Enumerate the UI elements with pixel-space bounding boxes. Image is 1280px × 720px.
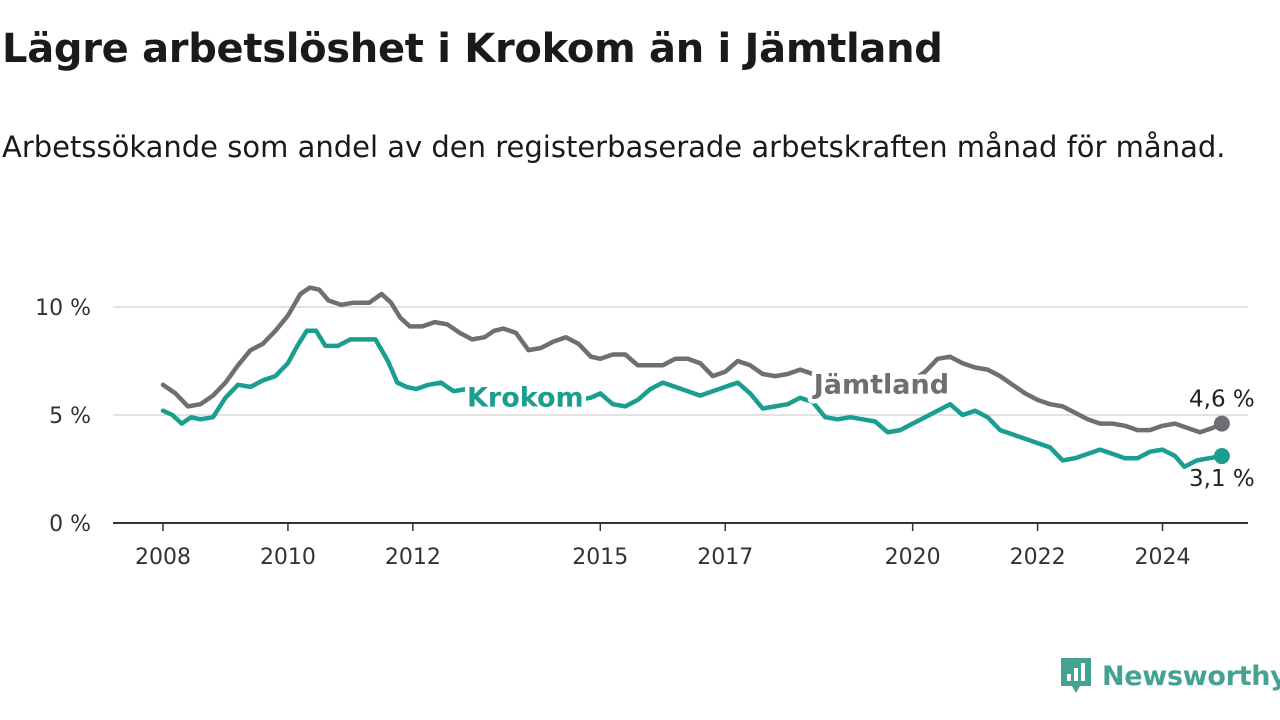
x-tick-label: 2024 [1135,545,1191,570]
newsworthy-logo-icon [1061,658,1091,693]
x-tick-label: 2015 [572,545,628,570]
x-tick-label: 2022 [1010,545,1066,570]
y-tick-label: 5 % [49,404,91,429]
chart-title: Lägre arbetslöshet i Krokom än i Jämtlan… [2,26,943,72]
series-line-krokom [160,328,1225,470]
x-tick-label: 2010 [260,545,316,570]
end-value-label-jamtland: 4,6 % [1189,387,1255,413]
end-value-label-krokom: 3,1 % [1189,466,1255,492]
x-tick-label: 2008 [135,545,191,570]
series-line-jmtland [160,285,1225,435]
series-label-krokom: Krokom [467,382,584,413]
series-label-jmtland: Jämtland [812,370,949,401]
chart-subtitle: Arbetssökande som andel av den registerb… [2,130,1226,164]
brand-logo: Newsworthy [1058,654,1280,698]
series-end-point-krokom [1213,448,1230,465]
chart-labels: Jämtland Krokom 4,6 % 3,1 % [462,365,1257,495]
y-tick-label: 10 % [35,296,91,321]
series-end-point-jmtland [1213,415,1230,432]
x-tick-label: 2012 [385,545,441,570]
y-tick-label: 0 % [49,512,91,537]
brand-name: Newsworthy [1102,660,1280,692]
gridlines: 0 % 5 % 10 % [35,296,1248,537]
x-tick-label: 2017 [697,545,753,570]
series-lines [160,285,1230,470]
x-tick-label: 2020 [885,545,941,570]
x-axis: 2008 2010 2012 2015 2017 2020 2022 2024 [113,522,1248,570]
